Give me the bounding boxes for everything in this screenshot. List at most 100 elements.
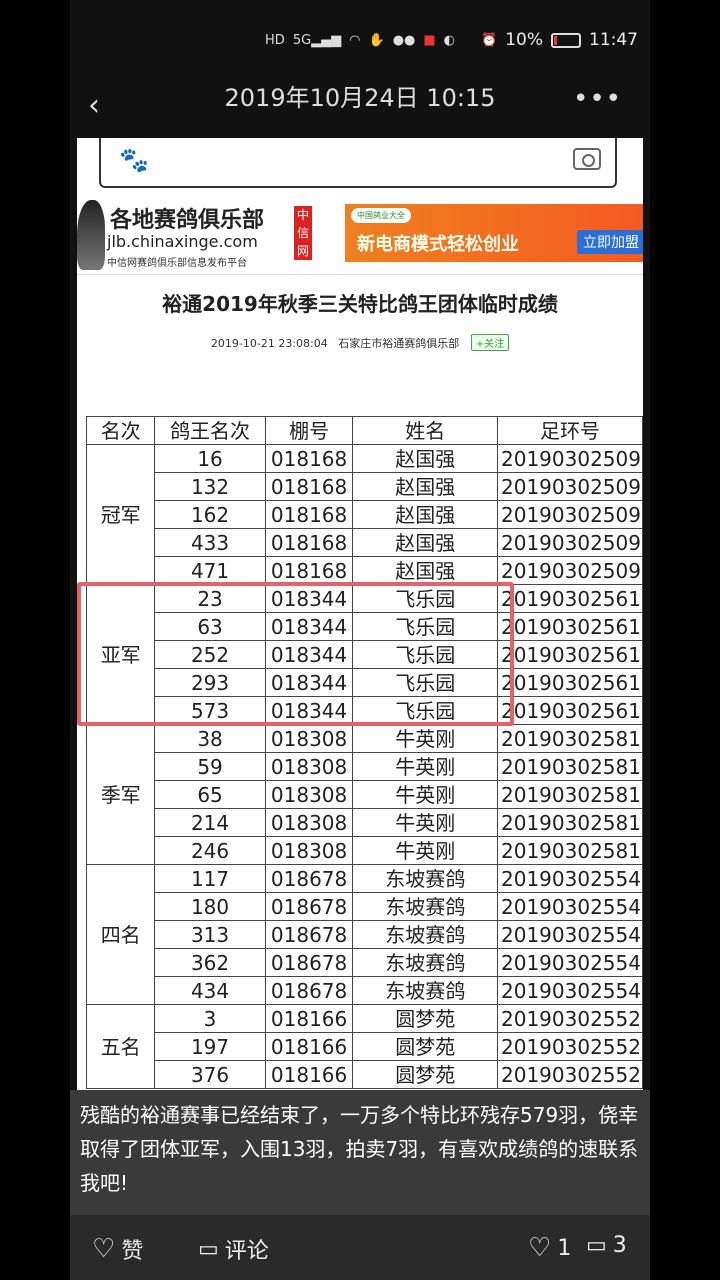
table-cell: 018308 [264,724,354,753]
table-row: 63 018344 飞乐园 20190302561 [87,612,643,641]
table-cell: 赵国强 [352,556,498,585]
table-cell: 38 [154,724,266,753]
table-cell: 16 [154,444,266,473]
table-row: 433 018168 赵国强 20190302509 [87,528,643,557]
table-cell: 132 [154,472,266,501]
like-count-value: 1 [557,1235,572,1261]
table-cell: 20190302554 [497,892,643,921]
column-header: 棚号 [264,416,354,445]
top-bar: ‹ 2019年10月24日 10:15 ••• [70,70,650,138]
column-header: 足环号 [497,416,643,445]
table-cell: 018678 [264,892,354,921]
table-row: 293 018344 飞乐园 20190302561 [87,668,643,697]
more-icon[interactable]: ••• [572,84,622,114]
table-cell: 018166 [264,1032,354,1061]
table-row: 376 018166 圆梦苑 20190302552 [87,1060,643,1089]
table-cell: 20190302554 [497,948,643,977]
logo-url: jlb.chinaxinge.com [107,232,258,251]
rank-cell: 季军 [85,724,156,865]
comment-button[interactable]: ▭ 评论 [198,1233,269,1265]
table-cell: 20190302561 [497,668,643,697]
table-cell: 018344 [264,696,354,725]
follow-button[interactable]: +关注 [470,334,510,351]
table-cell: 246 [154,836,266,865]
table-cell: 018308 [264,752,354,781]
table-cell: 飞乐园 [352,696,498,725]
table-cell: 018166 [264,1060,354,1089]
table-cell: 018168 [264,444,354,473]
table-cell: 20190302509 [497,444,643,473]
table-row: 亚军 23 018344 飞乐园 20190302561 [85,584,643,725]
table-cell: 20190302581 [497,724,643,753]
table-cell: 376 [154,1060,266,1089]
camera-icon[interactable] [573,148,601,170]
table-cell: 牛英刚 [352,836,498,865]
rank-cell: 亚军 [85,584,156,725]
table-cell: 471 [154,556,266,585]
table-cell: 23 [154,584,266,613]
table-cell: 20190302554 [497,864,643,893]
site-logo: 各地赛鸽俱乐部 jlb.chinaxinge.com 中信网赛鸽俱乐部信息发布平… [77,200,292,270]
table-row: 59 018308 牛英刚 20190302581 [87,752,643,781]
table-cell: 018168 [264,500,354,529]
table-cell: 20190302561 [497,584,643,613]
table-cell: 赵国强 [352,472,498,501]
ad-banner[interactable]: 中国鸽业大全 新电商模式轻松创业 立即加盟 [345,204,643,262]
table-cell: 牛英刚 [352,808,498,837]
table-row: 四名 117 018678 东坡赛鸽 20190302554 [85,864,643,1005]
phone-screen: HD 5G▂▄▆ ◠ ✋ ●● ■ ◐ ⏰ 10% 11:47 ‹ 2019年1… [70,0,650,1280]
table-cell: 20190302561 [497,696,643,725]
table-cell: 018344 [264,612,354,641]
back-icon[interactable]: ‹ [88,88,100,123]
table-cell: 20190302554 [497,920,643,949]
table-cell: 牛英刚 [352,780,498,809]
table-cell: 293 [154,668,266,697]
table-cell: 018308 [264,836,354,865]
table-row: 214 018308 牛英刚 20190302581 [87,808,643,837]
table-row: 162 018168 赵国强 20190302509 [87,500,643,529]
rank-cell: 五名 [85,1004,156,1089]
table-cell: 018168 [264,528,354,557]
comment-count[interactable]: ▭ 3 [586,1233,627,1258]
table-cell: 20190302509 [497,472,643,501]
comment-label: 评论 [224,1239,269,1264]
browser-icon: ◐ [443,32,456,48]
table-cell: 东坡赛鸽 [352,920,498,949]
table-row: 五名 3 018166 圆梦苑 20190302552 [85,1004,643,1089]
search-box[interactable]: 🐾 [99,138,617,188]
post-title: 2019年10月24日 10:15 [224,84,496,112]
table-cell: 20190302509 [497,528,643,557]
screenshot-image: 🐾 各地赛鸽俱乐部 jlb.chinaxinge.com 中信网赛鸽俱乐部信息发… [77,138,643,1090]
table-cell: 117 [154,864,266,893]
rank-cell: 四名 [85,864,156,1005]
table-cell: 牛英刚 [352,724,498,753]
table-cell: 20190302552 [497,1060,643,1089]
table-cell: 3 [154,1004,266,1033]
table-cell: 东坡赛鸽 [352,864,498,893]
like-count[interactable]: ♡ 1 [528,1233,571,1263]
like-button[interactable]: ♡ 赞 [92,1233,143,1265]
wechat-icon: ●● [392,32,416,48]
table-cell: 飞乐园 [352,668,498,697]
alarm-icon: ⏰ [481,32,498,48]
table-row: 197 018166 圆梦苑 20190302552 [87,1032,643,1061]
article-title: 裕通2019年秋季三关特比鸽王团体临时成绩 [162,292,558,316]
comment-count-value: 3 [612,1233,627,1258]
wifi-icon: ◠ [349,32,361,48]
table-cell: 252 [154,640,266,669]
table-cell: 飞乐园 [352,584,498,613]
table-cell: 018344 [264,668,354,697]
table-cell: 65 [154,780,266,809]
baidu-paw-icon: 🐾 [119,146,149,174]
logo-subtitle: 中信网赛鸽俱乐部信息发布平台 [107,258,247,269]
comment-icon: ▭ [586,1233,607,1258]
table-row: 65 018308 牛英刚 20190302581 [87,780,643,809]
ad-button[interactable]: 立即加盟 [577,230,643,254]
table-cell: 362 [154,948,266,977]
caption-background [70,1090,650,1215]
table-cell: 434 [154,976,266,1005]
table-cell: 162 [154,500,266,529]
header-row: 名次 鸽王名次 棚号 姓名 足环号 [85,416,643,445]
5g-signal-icon: 5G▂▄▆ [292,32,342,48]
table-cell: 牛英刚 [352,752,498,781]
